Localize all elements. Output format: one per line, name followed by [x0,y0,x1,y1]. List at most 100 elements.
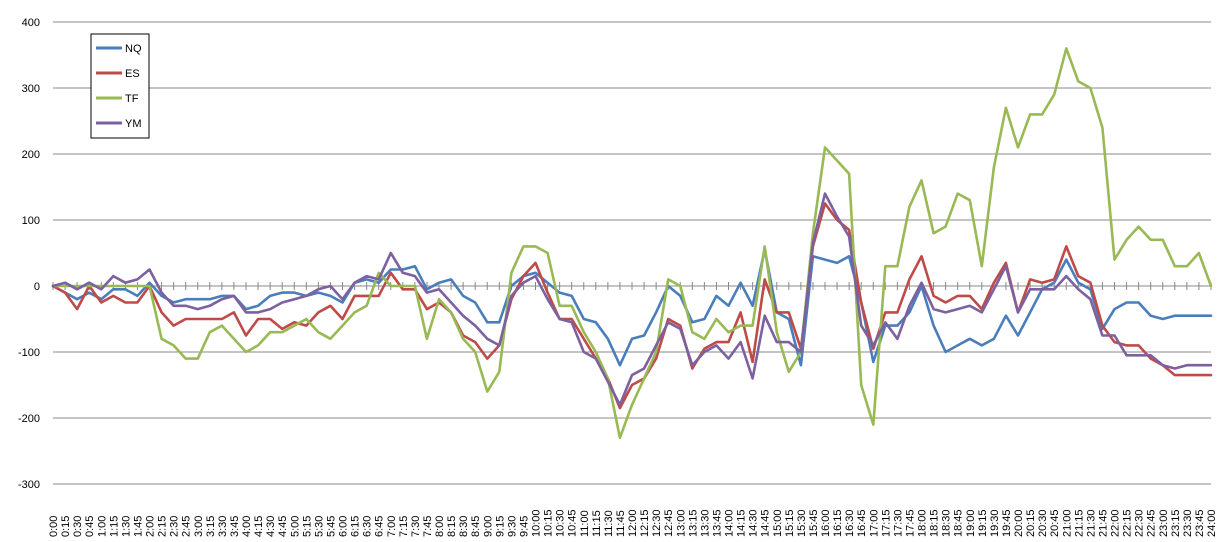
x-tick-label: 6:30 [362,516,374,537]
x-tick-label: 9:00 [482,516,494,537]
x-tick-label: 2:00 [145,516,157,537]
x-tick-label: 20:00 [1013,509,1025,537]
x-tick-label: 15:45 [808,509,820,537]
x-tick-label: 17:30 [892,509,904,537]
series-line-nq [51,248,1213,367]
x-tick-label: 13:45 [711,509,723,537]
x-tick-label: 6:15 [350,516,362,537]
x-tick-label: 4:30 [265,516,277,537]
x-tick-label: 3:30 [217,516,229,537]
x-tick-label: 17:00 [868,509,880,537]
x-tick-label: 2:45 [181,516,193,537]
x-tick-label: 9:30 [506,516,518,537]
y-axis-tick-labels: -300 -200 -100 0 100 200 300 400 [18,17,40,491]
x-tick-label: 3:15 [205,516,217,537]
legend-label-es: ES [125,68,140,80]
x-tick-label: 5:15 [301,516,313,537]
x-tick-label: 22:00 [1110,509,1122,537]
series-line-tf [51,47,1213,440]
x-tick-label: 10:30 [555,509,567,537]
x-tick-label: 1:45 [132,516,144,537]
x-tick-label: 16:45 [856,509,868,537]
x-tick-label: 0:15 [60,516,72,537]
x-tick-label: 21:30 [1085,509,1097,537]
x-tick-label: 22:45 [1146,509,1158,537]
x-tick-label: 0:00 [48,516,60,537]
x-tick-label: 19:30 [989,509,1001,537]
x-tick-label: 24:00 [1206,509,1218,537]
x-tick-label: 10:00 [531,509,543,537]
x-tick-label: 20:45 [1049,509,1061,537]
x-tick-label: 3:45 [229,516,241,537]
x-tick-label: 2:30 [169,516,181,537]
x-tick-label: 17:45 [904,509,916,537]
x-tick-label: 23:15 [1170,509,1182,537]
x-tick-label: 0:30 [72,516,84,537]
x-tick-label: 7:00 [386,516,398,537]
legend-label-ym: YM [125,118,142,130]
y-tick-label: 200 [22,149,40,161]
y-tick-label: 400 [22,17,40,29]
x-tick-label: 18:00 [917,509,929,537]
x-tick-label: 14:45 [760,509,772,537]
legend-label-tf: TF [125,93,139,105]
x-tick-label: 7:30 [410,516,422,537]
x-tick-label: 23:00 [1158,509,1170,537]
series-line-ym [51,192,1213,407]
x-tick-label: 19:45 [1001,509,1013,537]
x-tick-label: 16:30 [844,509,856,537]
x-tick-label: 4:00 [241,516,253,537]
x-tick-label: 13:15 [687,509,699,537]
x-tick-label: 7:45 [422,516,434,537]
x-tick-label: 6:45 [374,516,386,537]
x-tick-label: 5:30 [313,516,325,537]
x-tick-label: 14:30 [748,509,760,537]
x-tick-label: 8:15 [446,516,458,537]
x-tick-label: 19:00 [965,509,977,537]
x-tick-label: 15:15 [784,509,796,537]
x-tick-label: 15:00 [772,509,784,537]
x-tick-label: 20:15 [1025,509,1037,537]
x-tick-label: 12:00 [627,509,639,537]
x-tick-label: 11:00 [579,510,591,537]
y-tick-label: 0 [34,281,40,293]
x-tick-label: 10:45 [567,509,579,537]
x-tick-label: 12:15 [639,509,651,537]
x-tick-label: 13:00 [675,509,687,537]
x-tick-label: 13:30 [699,509,711,537]
x-tick-label: 6:00 [338,516,350,537]
x-tick-label: 11:45 [615,510,627,537]
gridlines [53,21,1211,485]
x-tick-label: 21:15 [1073,509,1085,537]
x-tick-label: 16:15 [832,509,844,537]
x-tick-label: 9:15 [494,516,506,537]
legend-label-nq: NQ [125,43,142,55]
x-tick-label: 11:15 [591,510,603,537]
y-tick-label: -200 [18,413,40,425]
x-tick-label: 23:30 [1182,509,1194,537]
y-tick-label: -300 [18,479,40,491]
x-tick-label: 19:15 [977,509,989,537]
x-tick-label: 12:30 [651,509,663,537]
x-tick-label: 18:15 [929,509,941,537]
x-tick-label: 14:15 [736,509,748,537]
x-axis: 0:00 0:15 0:30 0:45 1:00 1:15 1:30 1:45 2:00 2:15… [48,282,1218,537]
x-tick-label: 3:00 [193,516,205,537]
x-tick-label: 1:30 [120,516,132,537]
legend: NQ ES TF YM [90,33,150,139]
x-tick-label: 15:30 [796,509,808,537]
x-tick-label: 18:45 [953,509,965,537]
y-tick-label: 300 [22,83,40,95]
x-tick-label: 0:45 [84,516,96,537]
x-tick-label: 5:00 [289,516,301,537]
series-lines [51,47,1213,440]
x-tick-label: 8:00 [434,516,446,537]
x-tick-label: 21:00 [1061,509,1073,537]
y-tick-label: 100 [22,215,40,227]
x-tick-label: 12:45 [663,509,675,537]
y-tick-label: -100 [18,347,40,359]
x-tick-label: 1:00 [96,516,108,537]
x-tick-label: 11:30 [603,510,615,537]
x-tick-label: 20:30 [1037,509,1049,537]
